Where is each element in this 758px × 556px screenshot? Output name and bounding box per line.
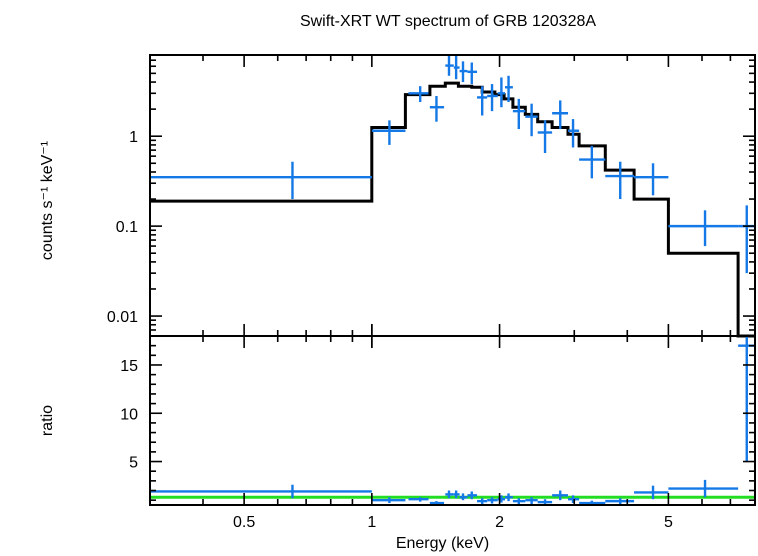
ratio-point-11	[505, 493, 513, 502]
data-point-15	[552, 100, 569, 130]
ratio-point-8	[477, 498, 488, 505]
data-point-18	[605, 161, 635, 200]
xtick-label: 2	[495, 514, 504, 531]
data-point-17	[579, 145, 606, 179]
model-step-line	[150, 81, 755, 338]
xtick-label: 1	[367, 514, 376, 531]
spectrum-ytick-label: 1	[129, 129, 138, 146]
ratio-y-tick-labels: 5 10 15	[120, 358, 138, 472]
ratio-point-5	[453, 490, 460, 499]
ratio-points	[150, 336, 755, 505]
data-point-11	[505, 75, 513, 103]
ratio-panel: 5 10 15 0.5 1 2 5 ratio Energy (keV)	[39, 335, 756, 552]
ratio-point-0	[150, 484, 372, 499]
spectrum-y-axis-label: counts s⁻¹ keV⁻¹	[39, 141, 56, 260]
data-point-0	[150, 161, 372, 200]
spectrum-ytick-label: 0.01	[107, 309, 138, 326]
ratio-y-axis-label: ratio	[39, 405, 56, 436]
ratio-point-13	[525, 497, 538, 505]
data-point-9	[487, 84, 498, 112]
ratio-point-12	[512, 498, 526, 505]
ratio-point-4	[445, 490, 454, 499]
data-point-12	[512, 98, 526, 130]
x-tick-labels: 0.5 1 2 5	[233, 514, 673, 531]
ratio-point-2	[408, 497, 429, 502]
data-point-13	[525, 103, 538, 137]
data-point-14	[537, 120, 553, 154]
model-curve	[150, 81, 755, 338]
data-point-16	[568, 119, 580, 148]
ratio-point-6	[459, 493, 468, 501]
data-point-20	[668, 210, 739, 247]
data-point-1	[371, 120, 406, 145]
data-point-2	[408, 86, 429, 103]
ratio-ytick-label: 5	[129, 455, 138, 472]
xtick-label: 5	[664, 514, 673, 531]
ratio-point-7	[467, 491, 478, 500]
ratio-point-20	[668, 479, 739, 498]
ratio-point-1	[371, 497, 406, 504]
ratio-frame	[149, 335, 756, 506]
chart-title: Swift-XRT WT spectrum of GRB 120328A	[300, 13, 596, 30]
data-point-4	[445, 55, 454, 76]
ratio-ticks	[149, 336, 756, 505]
spectrum-ytick-label: 0.1	[116, 219, 138, 236]
ratio-point-9	[487, 497, 498, 504]
data-points	[150, 55, 755, 274]
data-point-3	[429, 95, 445, 122]
x-axis-label: Energy (keV)	[396, 535, 489, 552]
ratio-ytick-label: 15	[120, 358, 138, 375]
data-point-10	[497, 77, 506, 108]
ratio-ytick-label: 10	[120, 406, 138, 423]
data-point-8	[477, 86, 488, 116]
data-point-19	[634, 163, 669, 196]
data-point-6	[459, 61, 468, 83]
spectrum-y-tick-labels: 0.01 0.1 1	[107, 129, 138, 326]
data-point-5	[453, 55, 460, 80]
xtick-label: 0.5	[233, 514, 255, 531]
ratio-point-18	[605, 498, 635, 505]
ratio-point-15	[552, 490, 569, 501]
ratio-point-19	[634, 485, 669, 500]
spectrum-panel: 0.01 0.1 1 counts s⁻¹ keV⁻¹	[39, 54, 756, 348]
spectrum-frame	[149, 54, 756, 337]
data-point-7	[467, 62, 478, 85]
